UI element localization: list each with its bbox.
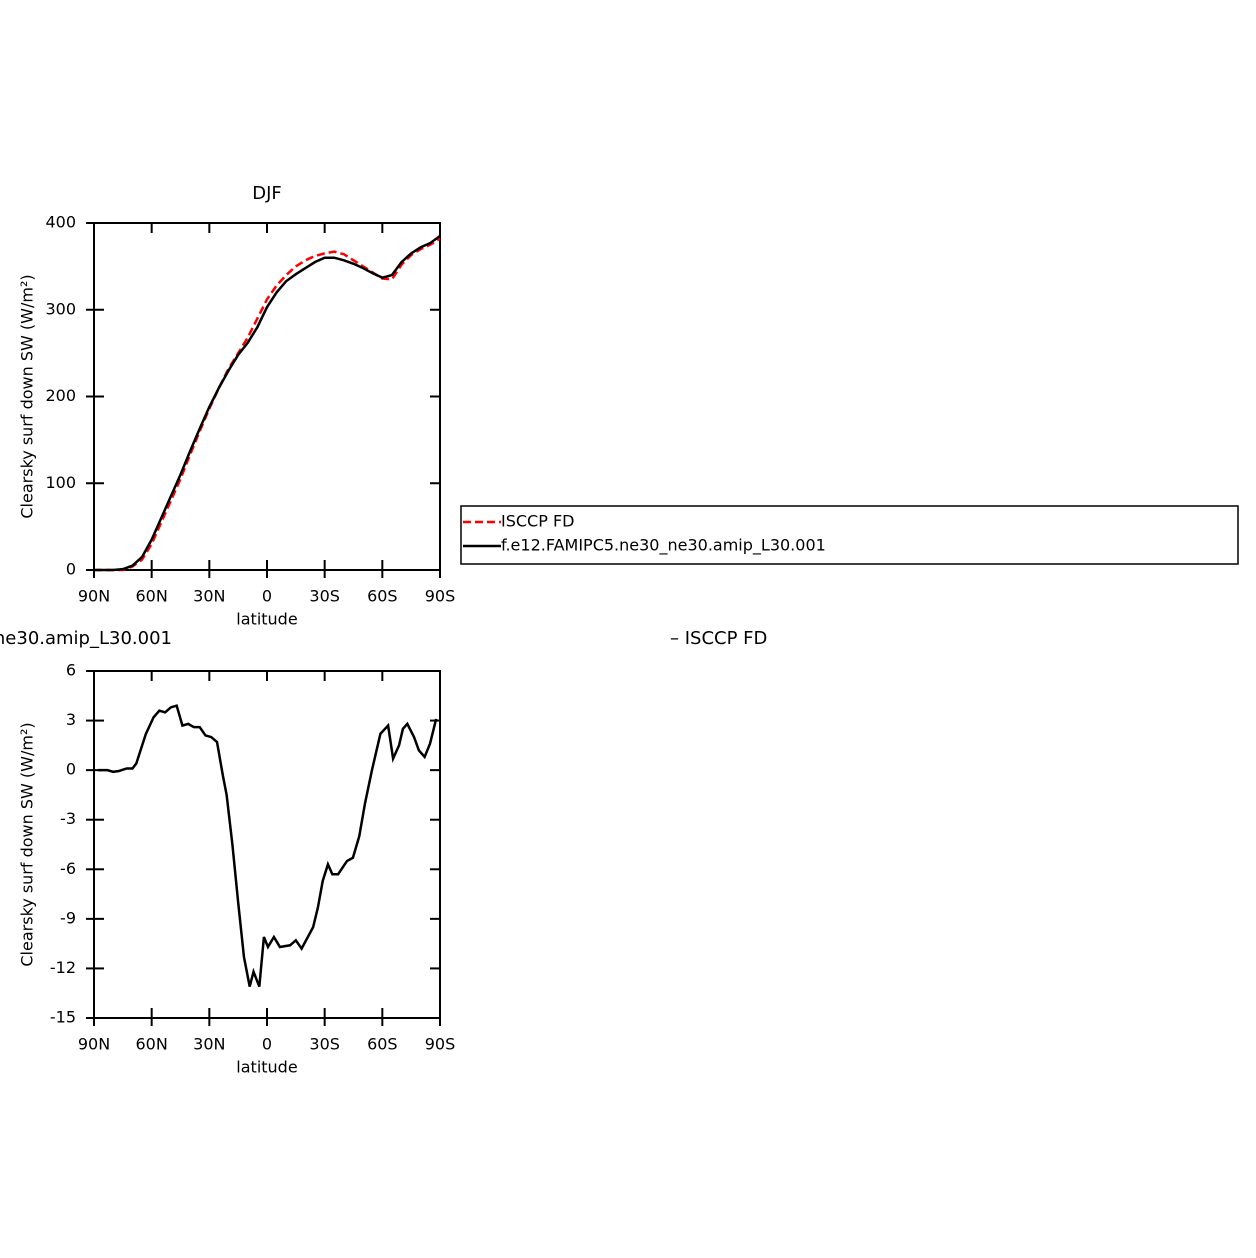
x-tick-label: 90S [425,587,456,606]
y-tick-label: 6 [66,661,76,680]
chart-title: DJF [252,183,282,204]
y-tick-label: 100 [45,473,76,492]
x-tick-label: 30S [309,1035,340,1054]
series-line [94,237,441,572]
y-axis-label: Clearsky surf down SW (W/m²) [18,274,37,518]
plot-frame [93,222,441,571]
legend-label: ISCCP FD [501,512,574,531]
x-tick-label: 0 [262,1035,272,1054]
y-tick-label: 300 [45,299,76,318]
x-tick-label: 60S [367,1035,398,1054]
x-tick-label: 60S [367,587,398,606]
y-axis-label: Clearsky surf down SW (W/m²) [18,722,37,966]
y-tick-label: -12 [50,958,76,977]
legend-label: f.e12.FAMIPC5.ne30_ne30.amip_L30.001 [501,536,826,556]
x-tick-label: 30N [193,1035,225,1054]
series-line [97,704,438,988]
legend-box [460,505,1239,565]
x-tick-label: 30S [309,587,340,606]
x-axis-label: latitude [236,1058,297,1077]
series-line [94,234,441,572]
y-tick-label: 0 [66,760,76,779]
x-axis-label: latitude [236,610,297,629]
y-tick-label: 200 [45,386,76,405]
x-tick-label: 0 [262,587,272,606]
plot-frame [93,670,441,1019]
x-tick-label: 60N [136,587,168,606]
y-tick-label: -9 [60,908,76,927]
chart-subtitle: – ISCCP FD [670,628,767,649]
y-tick-label: -3 [60,809,76,828]
x-tick-label: 90N [78,1035,110,1054]
y-tick-label: 400 [45,213,76,232]
x-tick-label: 60N [136,1035,168,1054]
x-tick-label: 90S [425,1035,456,1054]
chart-title: f.e12.FAMIPC5.ne30_ne30.amip_L30.001 [0,628,172,649]
y-tick-label: -6 [60,859,76,878]
x-tick-label: 30N [193,587,225,606]
y-tick-label: 3 [66,710,76,729]
x-tick-label: 90N [78,587,110,606]
y-tick-label: 0 [66,560,76,579]
y-tick-label: -15 [50,1008,76,1027]
